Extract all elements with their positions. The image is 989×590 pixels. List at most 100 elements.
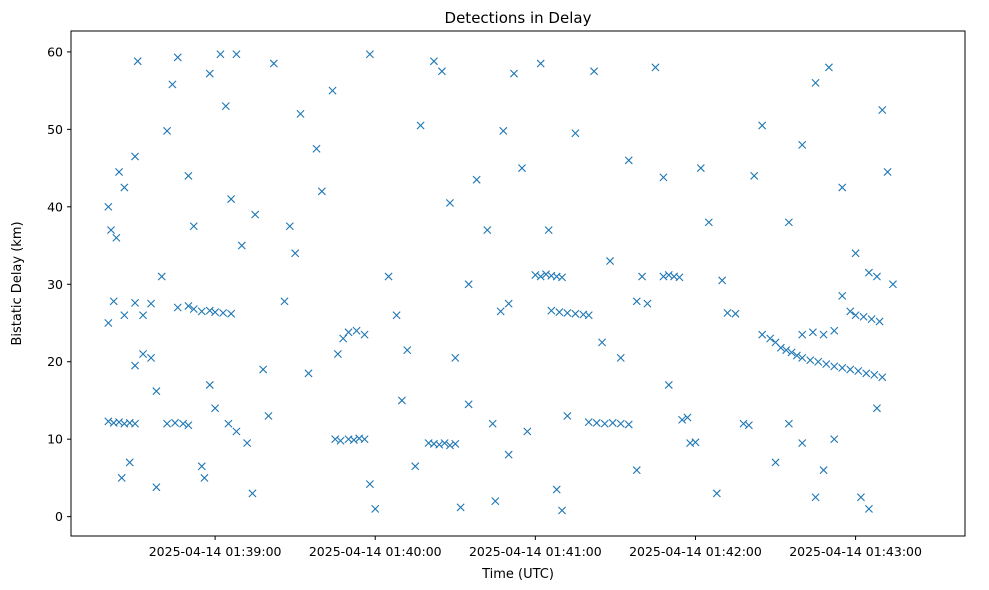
data-point <box>624 156 633 165</box>
data-point <box>678 415 687 424</box>
data-point <box>147 299 156 308</box>
y-tick-label: 0 <box>55 509 63 524</box>
data-point <box>360 435 369 444</box>
data-point <box>365 480 374 489</box>
data-point <box>624 420 633 429</box>
data-point <box>328 86 337 95</box>
data-point <box>838 291 847 300</box>
data-point <box>798 330 807 339</box>
data-point <box>792 351 801 360</box>
data-point <box>632 297 641 306</box>
data-point <box>758 121 767 130</box>
data-point <box>718 276 727 285</box>
data-point <box>723 308 732 317</box>
data-point <box>331 435 340 444</box>
data-point <box>205 69 214 78</box>
data-point <box>739 419 748 428</box>
data-point <box>864 268 873 277</box>
data-point <box>811 78 820 87</box>
y-tick-label: 10 <box>47 432 63 447</box>
data-point <box>336 436 345 445</box>
data-point <box>349 435 358 444</box>
data-point <box>264 411 273 420</box>
data-point <box>798 140 807 149</box>
data-point <box>846 307 855 316</box>
data-point <box>189 222 198 231</box>
data-point <box>616 353 625 362</box>
data-point <box>606 257 615 266</box>
data-point <box>651 63 660 72</box>
data-point <box>878 373 887 382</box>
data-points <box>104 50 897 515</box>
data-point <box>163 126 172 135</box>
data-point <box>456 503 465 512</box>
data-point <box>819 466 828 475</box>
data-point <box>499 126 508 135</box>
data-point <box>600 419 609 428</box>
data-point <box>758 330 767 339</box>
data-point <box>221 102 230 111</box>
data-point <box>830 435 839 444</box>
data-point <box>571 309 580 318</box>
data-point <box>211 404 220 413</box>
data-point <box>547 306 556 315</box>
data-point <box>838 363 847 372</box>
y-tick-label: 40 <box>47 199 63 214</box>
data-point <box>784 218 793 227</box>
data-point <box>440 439 449 448</box>
plot-frame <box>70 30 966 537</box>
data-point <box>856 493 865 502</box>
data-point <box>659 272 668 281</box>
data-point <box>179 419 188 428</box>
y-tick-label: 20 <box>47 354 63 369</box>
data-point <box>435 440 444 449</box>
data-point <box>120 183 129 192</box>
data-point <box>488 419 497 428</box>
data-point <box>205 380 214 389</box>
data-point <box>696 164 705 173</box>
data-point <box>429 57 438 66</box>
data-point <box>822 360 831 369</box>
data-point <box>563 411 572 420</box>
data-point <box>104 202 113 211</box>
data-point <box>571 129 580 138</box>
data-point <box>870 370 879 379</box>
x-tick-label: 2025-04-14 01:39:00 <box>149 544 282 559</box>
data-point <box>445 198 454 207</box>
data-point <box>205 306 214 315</box>
data-point <box>824 63 833 72</box>
y-axis-label: Bistatic Delay (km) <box>10 221 25 345</box>
data-point <box>139 311 148 320</box>
data-point <box>397 396 406 405</box>
data-point <box>632 466 641 475</box>
data-point <box>766 334 775 343</box>
data-point <box>590 67 599 76</box>
data-point <box>616 419 625 428</box>
data-point <box>798 353 807 362</box>
data-point <box>638 272 647 281</box>
data-point <box>451 353 460 362</box>
data-point <box>237 241 246 250</box>
data-point <box>152 387 161 396</box>
data-point <box>304 369 313 378</box>
data-point <box>472 175 481 184</box>
x-tick-label: 2025-04-14 01:40:00 <box>309 544 442 559</box>
data-point <box>197 462 206 471</box>
data-point <box>811 493 820 502</box>
data-point <box>224 419 233 428</box>
data-point <box>782 346 791 355</box>
data-point <box>862 369 871 378</box>
data-point <box>584 311 593 320</box>
data-point <box>152 483 161 492</box>
data-point <box>219 308 228 317</box>
data-point <box>131 419 140 428</box>
data-point <box>184 301 193 310</box>
data-point <box>296 109 305 118</box>
data-point <box>171 418 180 427</box>
data-point <box>312 144 321 153</box>
data-point <box>133 57 142 66</box>
data-point <box>168 80 177 89</box>
data-point <box>683 413 692 422</box>
